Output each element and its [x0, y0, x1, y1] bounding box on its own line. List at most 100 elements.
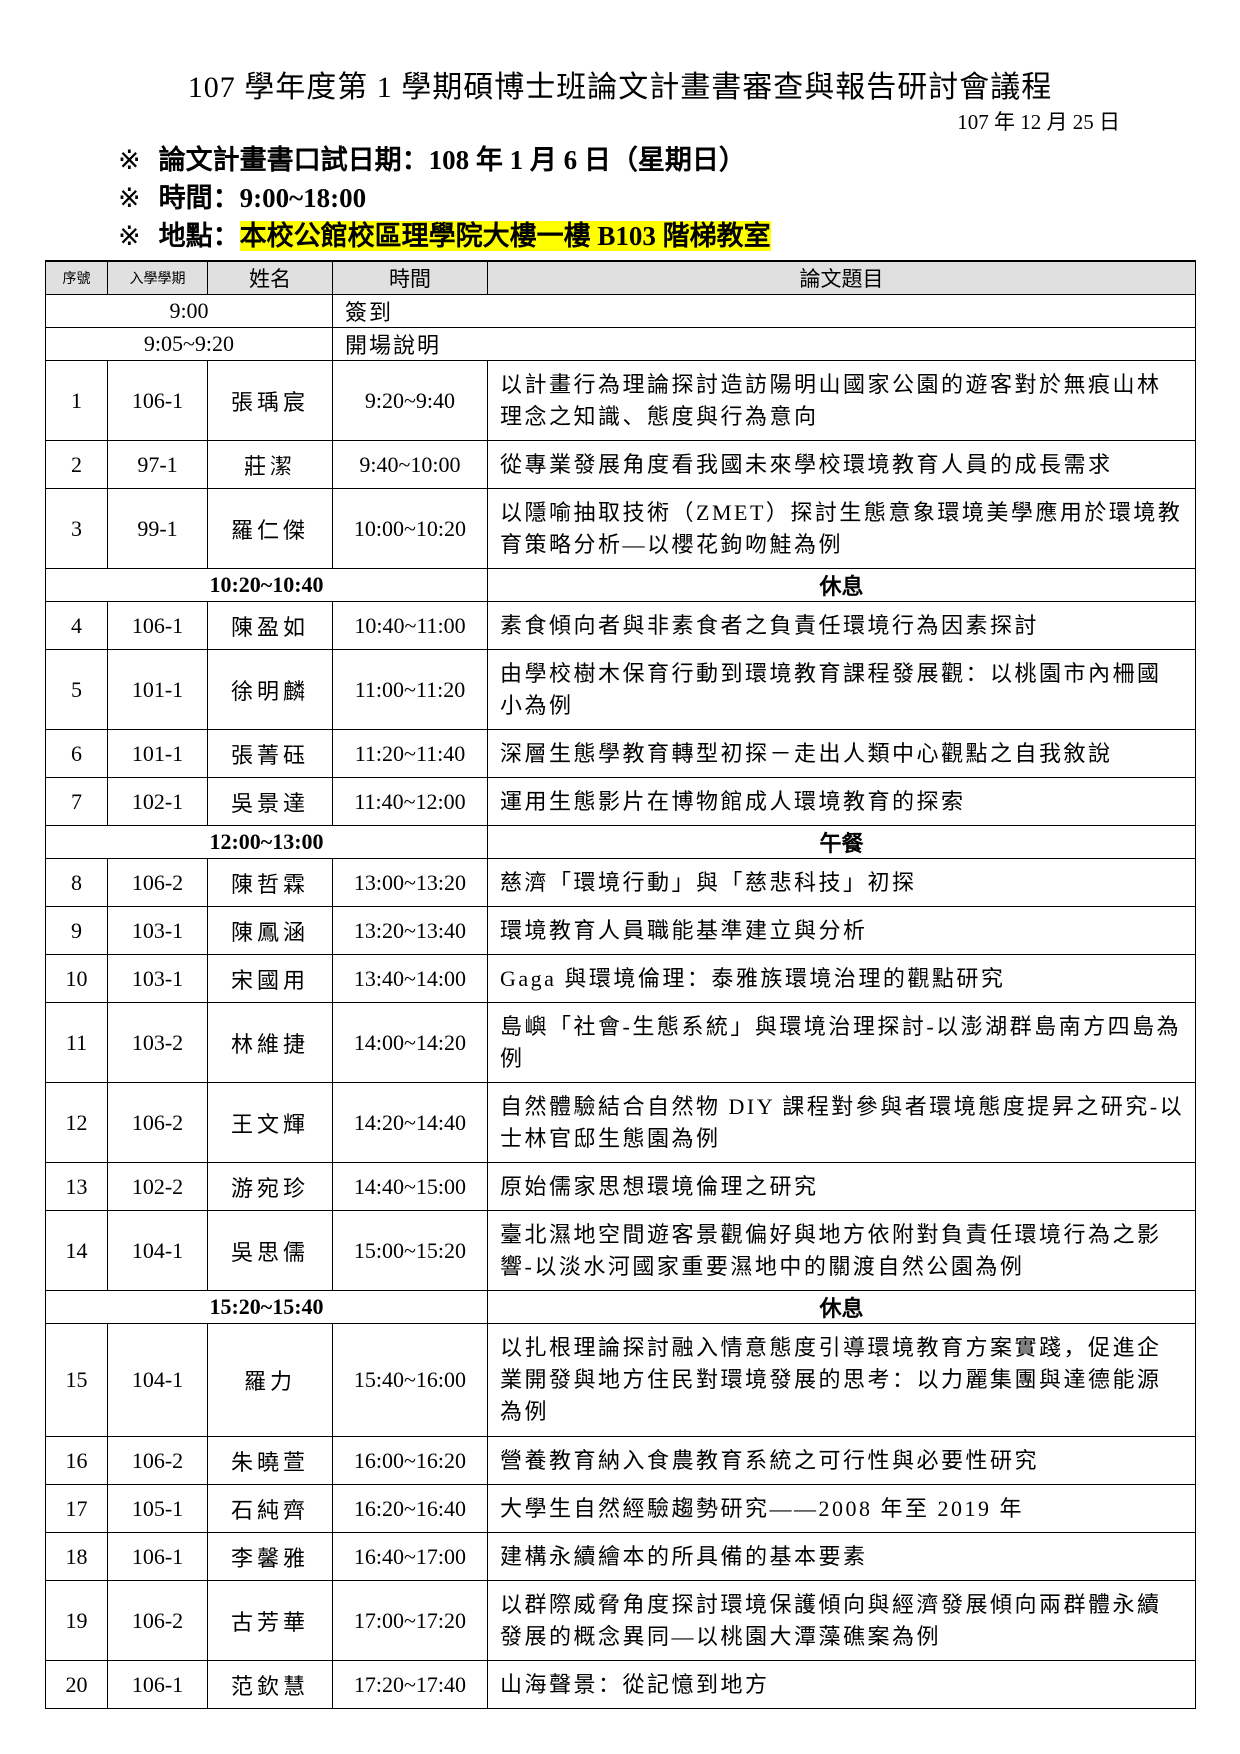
row-term: 106-1	[107, 601, 208, 650]
location-note: ※ 地點：本校公館校區理學院大樓一樓 B103 階梯教室	[118, 221, 771, 251]
row-title: 運用生態影片在博物館成人環境教育的探索	[487, 777, 1196, 826]
col-no: 序號	[45, 260, 108, 295]
row-time: 13:20~13:40	[332, 906, 488, 955]
table-row: 18 106-1 李馨雅 16:40~17:00 建構永續繪本的所具備的基本要素	[45, 1532, 1196, 1581]
row-title: 臺北濕地空間遊客景觀偏好與地方依附對負責任環境行為之影響-以淡水河國家重要濕地中…	[487, 1210, 1196, 1291]
row-term: 97-1	[107, 440, 208, 489]
page-title: 107 學年度第 1 學期碩博士班論文計畫書審查與報告研討會議程	[187, 71, 1053, 104]
row-no: 1	[45, 360, 108, 441]
row-time: 10:00~10:20	[332, 488, 488, 569]
row-no: 3	[45, 488, 108, 569]
row-no: 6	[45, 729, 108, 778]
row-time: 17:20~17:40	[332, 1660, 488, 1709]
document-date: 107 年 12 月 25 日	[957, 110, 1120, 134]
table-row: 3 99-1 羅仁傑 10:00~10:20 以隱喻抽取技術（ZMET）探討生態意象環境…	[45, 488, 1196, 569]
break-time: 15:20~15:40	[45, 1290, 488, 1324]
break-row: 12:00~13:00 午餐	[45, 825, 1196, 859]
row-title: 環境教育人員職能基準建立與分析	[487, 906, 1196, 955]
row-term: 99-1	[107, 488, 208, 569]
row-time: 16:20~16:40	[332, 1484, 488, 1533]
row-time: 13:40~14:00	[332, 954, 488, 1003]
row-term: 105-1	[107, 1484, 208, 1533]
table-row: 20 106-1 范欽慧 17:20~17:40 山海聲景：從記憶到地方	[45, 1660, 1196, 1709]
table-row: 6 101-1 張菁砡 11:20~11:40 深層生態學教育轉型初探－走出人類中心觀點…	[45, 729, 1196, 778]
row-no: 13	[45, 1162, 108, 1211]
row-name: 王文輝	[207, 1082, 333, 1163]
opening-row: 9:05~9:20 開場說明	[45, 327, 1196, 361]
row-no: 11	[45, 1002, 108, 1083]
row-no: 8	[45, 858, 108, 907]
row-term: 106-1	[107, 1660, 208, 1709]
row-name: 宋國用	[207, 954, 333, 1003]
row-time: 11:20~11:40	[332, 729, 488, 778]
row-name: 張菁砡	[207, 729, 333, 778]
row-time: 13:00~13:20	[332, 858, 488, 907]
table-row: 19 106-2 古芳華 17:00~17:20 以群際威脅角度探討環境保護傾向與經濟發…	[45, 1580, 1196, 1661]
row-name: 古芳華	[207, 1580, 333, 1661]
row-title: 以計畫行為理論探討造訪陽明山國家公園的遊客對於無痕山林理念之知識、態度與行為意向	[487, 360, 1196, 441]
table-row: 5 101-1 徐明麟 11:00~11:20 由學校樹木保育行動到環境教育課程發展觀：…	[45, 649, 1196, 730]
row-no: 4	[45, 601, 108, 650]
break-row: 15:20~15:40 休息	[45, 1290, 1196, 1324]
reference-mark-icon: ※	[118, 183, 141, 213]
row-no: 7	[45, 777, 108, 826]
row-term: 106-2	[107, 858, 208, 907]
row-time: 14:00~14:20	[332, 1002, 488, 1083]
time-note: ※ 時間：9:00~18:00	[118, 183, 367, 213]
row-name: 范欽慧	[207, 1660, 333, 1709]
row-name: 石純齊	[207, 1484, 333, 1533]
col-time: 時間	[332, 260, 488, 295]
row-term: 106-2	[107, 1580, 208, 1661]
row-term: 102-2	[107, 1162, 208, 1211]
row-title: 島嶼「社會-生態系統」與環境治理探討-以澎湖群島南方四島為例	[487, 1002, 1196, 1083]
row-term: 106-2	[107, 1436, 208, 1485]
row-title: 由學校樹木保育行動到環境教育課程發展觀：以桃園市內柵國小為例	[487, 649, 1196, 730]
row-time: 9:40~10:00	[332, 440, 488, 489]
row-title: 深層生態學教育轉型初探－走出人類中心觀點之自我敘說	[487, 729, 1196, 778]
row-title: 以隱喻抽取技術（ZMET）探討生態意象環境美學應用於環境教育策略分析—以櫻花鉤吻…	[487, 488, 1196, 569]
row-title: 從專業發展角度看我國未來學校環境教育人員的成長需求	[487, 440, 1196, 489]
row-no: 15	[45, 1323, 108, 1437]
row-title: 以扎根理論探討融入情意態度引導環境教育方案實踐，促進企業開發與地方住民對環境發展…	[487, 1323, 1196, 1437]
row-time: 9:20~9:40	[332, 360, 488, 441]
row-name: 吳思儒	[207, 1210, 333, 1291]
agenda-table: 序號 入學學期 姓名 時間 論文題目 9:00 簽到 9:05~9:20 開場說…	[45, 260, 1196, 1709]
row-name: 徐明麟	[207, 649, 333, 730]
row-name: 陳哲霖	[207, 858, 333, 907]
row-time: 11:40~12:00	[332, 777, 488, 826]
row-title: 大學生自然經驗趨勢研究——2008 年至 2019 年	[487, 1484, 1196, 1533]
row-time: 10:40~11:00	[332, 601, 488, 650]
row-term: 104-1	[107, 1323, 208, 1437]
break-label: 午餐	[487, 825, 1196, 859]
row-term: 103-1	[107, 954, 208, 1003]
row-term: 103-2	[107, 1002, 208, 1083]
break-label: 休息	[487, 568, 1196, 602]
col-term: 入學學期	[107, 260, 208, 295]
row-time: 15:00~15:20	[332, 1210, 488, 1291]
row-no: 14	[45, 1210, 108, 1291]
row-no: 20	[45, 1660, 108, 1709]
table-row: 17 105-1 石純齊 16:20~16:40 大學生自然經驗趨勢研究——2008 年…	[45, 1484, 1196, 1533]
table-row: 16 106-2 朱曉萱 16:00~16:20 營養教育納入食農教育系統之可行性與必要…	[45, 1436, 1196, 1485]
row-title: 建構永續繪本的所具備的基本要素	[487, 1532, 1196, 1581]
row-term: 106-1	[107, 1532, 208, 1581]
row-name: 莊潔	[207, 440, 333, 489]
table-row: 12 106-2 王文輝 14:20~14:40 自然體驗結合自然物 DIY 課程對參與…	[45, 1082, 1196, 1163]
row-title: 素食傾向者與非素食者之負責任環境行為因素探討	[487, 601, 1196, 650]
table-row: 15 104-1 羅力 15:40~16:00 以扎根理論探討融入情意態度引導環境教育方…	[45, 1323, 1196, 1437]
row-term: 101-1	[107, 649, 208, 730]
row-name: 羅仁傑	[207, 488, 333, 569]
row-title: 山海聲景：從記憶到地方	[487, 1660, 1196, 1709]
row-name: 張瑀宸	[207, 360, 333, 441]
row-name: 朱曉萱	[207, 1436, 333, 1485]
row-time: 16:40~17:00	[332, 1532, 488, 1581]
break-time: 12:00~13:00	[45, 825, 488, 859]
table-row: 8 106-2 陳哲霖 13:00~13:20 慈濟「環境行動」與「慈悲科技」初探	[45, 858, 1196, 907]
row-term: 106-1	[107, 360, 208, 441]
col-name: 姓名	[207, 260, 333, 295]
location-highlight: 本校公館校區理學院大樓一樓 B103 階梯教室	[239, 221, 771, 251]
table-row: 4 106-1 陳盈如 10:40~11:00 素食傾向者與非素食者之負責任環境行為因素…	[45, 601, 1196, 650]
row-term: 101-1	[107, 729, 208, 778]
opening-row: 9:00 簽到	[45, 294, 1196, 328]
row-no: 16	[45, 1436, 108, 1485]
